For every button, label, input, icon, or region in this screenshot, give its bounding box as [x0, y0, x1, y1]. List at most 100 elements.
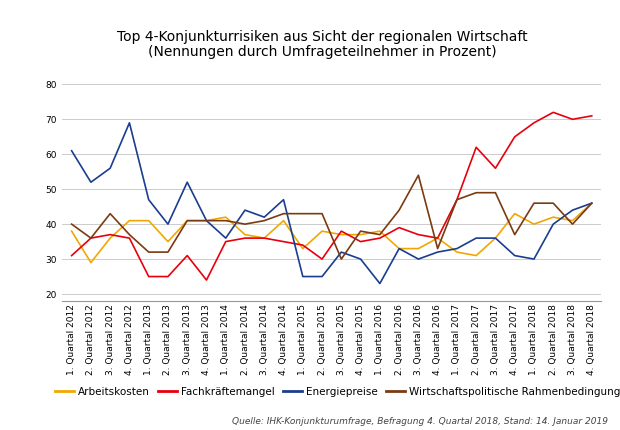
Wirtschaftspolitische Rahmenbedingungen	[492, 190, 499, 195]
Energiepreise	[511, 253, 518, 258]
Wirtschaftspolitische Rahmenbedingungen	[472, 190, 480, 195]
Fachkräftemangel	[338, 229, 345, 234]
Wirtschaftspolitische Rahmenbedingungen	[530, 200, 538, 206]
Fachkräftemangel	[396, 225, 403, 230]
Arbeitskosten	[357, 232, 365, 237]
Wirtschaftspolitische Rahmenbedingungen	[164, 249, 172, 255]
Energiepreise	[434, 249, 441, 255]
Energiepreise	[299, 274, 306, 279]
Wirtschaftspolitische Rahmenbedingungen	[318, 211, 326, 216]
Arbeitskosten	[145, 218, 153, 223]
Fachkräftemangel	[549, 110, 557, 115]
Fachkräftemangel	[569, 117, 576, 122]
Energiepreise	[588, 200, 595, 206]
Arbeitskosten	[318, 229, 326, 234]
Arbeitskosten	[376, 229, 384, 234]
Energiepreise	[203, 218, 210, 223]
Fachkräftemangel	[280, 239, 287, 244]
Energiepreise	[569, 208, 576, 213]
Wirtschaftspolitische Rahmenbedingungen	[280, 211, 287, 216]
Fachkräftemangel	[434, 236, 441, 241]
Energiepreise	[222, 236, 229, 241]
Arbeitskosten	[260, 236, 268, 241]
Wirtschaftspolitische Rahmenbedingungen	[107, 211, 114, 216]
Arbeitskosten	[472, 253, 480, 258]
Fachkräftemangel	[241, 236, 249, 241]
Wirtschaftspolitische Rahmenbedingungen	[415, 172, 422, 178]
Arbeitskosten	[530, 221, 538, 227]
Fachkräftemangel	[107, 232, 114, 237]
Energiepreise	[549, 221, 557, 227]
Arbeitskosten	[280, 218, 287, 223]
Wirtschaftspolitische Rahmenbedingungen	[126, 232, 133, 237]
Energiepreise	[530, 256, 538, 261]
Energiepreise	[472, 236, 480, 241]
Wirtschaftspolitische Rahmenbedingungen	[145, 249, 153, 255]
Wirtschaftspolitische Rahmenbedingungen	[203, 218, 210, 223]
Energiepreise	[126, 120, 133, 126]
Wirtschaftspolitische Rahmenbedingungen	[549, 200, 557, 206]
Text: Top 4-Konjunkturrisiken aus Sicht der regionalen Wirtschaft: Top 4-Konjunkturrisiken aus Sicht der re…	[117, 30, 528, 44]
Fachkräftemangel	[511, 134, 518, 139]
Arbeitskosten	[299, 246, 306, 251]
Wirtschaftspolitische Rahmenbedingungen	[87, 236, 95, 241]
Energiepreise	[260, 215, 268, 220]
Wirtschaftspolitische Rahmenbedingungen	[396, 208, 403, 213]
Wirtschaftspolitische Rahmenbedingungen	[588, 200, 595, 206]
Arbeitskosten	[222, 215, 229, 220]
Line: Energiepreise: Energiepreise	[72, 123, 591, 283]
Wirtschaftspolitische Rahmenbedingungen	[511, 232, 518, 237]
Arbeitskosten	[241, 232, 249, 237]
Energiepreise	[492, 236, 499, 241]
Arbeitskosten	[164, 239, 172, 244]
Fachkräftemangel	[415, 232, 422, 237]
Fachkräftemangel	[318, 256, 326, 261]
Fachkräftemangel	[164, 274, 172, 279]
Wirtschaftspolitische Rahmenbedingungen	[569, 221, 576, 227]
Fachkräftemangel	[203, 277, 210, 283]
Line: Arbeitskosten: Arbeitskosten	[72, 203, 591, 263]
Wirtschaftspolitische Rahmenbedingungen	[260, 218, 268, 223]
Arbeitskosten	[549, 215, 557, 220]
Wirtschaftspolitische Rahmenbedingungen	[434, 246, 441, 251]
Energiepreise	[415, 256, 422, 261]
Fachkräftemangel	[357, 239, 365, 244]
Wirtschaftspolitische Rahmenbedingungen	[376, 232, 384, 237]
Fachkräftemangel	[68, 253, 76, 258]
Arbeitskosten	[434, 236, 441, 241]
Energiepreise	[164, 221, 172, 227]
Fachkräftemangel	[87, 236, 95, 241]
Fachkräftemangel	[376, 236, 384, 241]
Text: (Nennungen durch Umfrageteilnehmer in Prozent): (Nennungen durch Umfrageteilnehmer in Pr…	[148, 45, 497, 59]
Arbeitskosten	[184, 218, 191, 223]
Arbeitskosten	[68, 229, 76, 234]
Fachkräftemangel	[222, 239, 229, 244]
Arbeitskosten	[126, 218, 133, 223]
Line: Fachkräftemangel: Fachkräftemangel	[72, 112, 591, 280]
Energiepreise	[280, 197, 287, 202]
Wirtschaftspolitische Rahmenbedingungen	[184, 218, 191, 223]
Energiepreise	[396, 246, 403, 251]
Text: IHK: IHK	[43, 33, 73, 48]
Arbeitskosten	[511, 211, 518, 216]
Energiepreise	[318, 274, 326, 279]
Fachkräftemangel	[472, 144, 480, 150]
Fachkräftemangel	[492, 166, 499, 171]
Energiepreise	[145, 197, 153, 202]
Arbeitskosten	[203, 218, 210, 223]
Fachkräftemangel	[588, 113, 595, 118]
FancyBboxPatch shape	[8, 19, 41, 59]
Fachkräftemangel	[145, 274, 153, 279]
Arbeitskosten	[87, 260, 95, 265]
Arbeitskosten	[338, 232, 345, 237]
Wirtschaftspolitische Rahmenbedingungen	[453, 197, 461, 202]
Energiepreise	[241, 208, 249, 213]
Wirtschaftspolitische Rahmenbedingungen	[68, 221, 76, 227]
Energiepreise	[357, 256, 365, 261]
Energiepreise	[338, 249, 345, 255]
Energiepreise	[376, 281, 384, 286]
Fachkräftemangel	[260, 236, 268, 241]
Energiepreise	[184, 180, 191, 185]
Energiepreise	[107, 166, 114, 171]
Arbeitskosten	[415, 246, 422, 251]
